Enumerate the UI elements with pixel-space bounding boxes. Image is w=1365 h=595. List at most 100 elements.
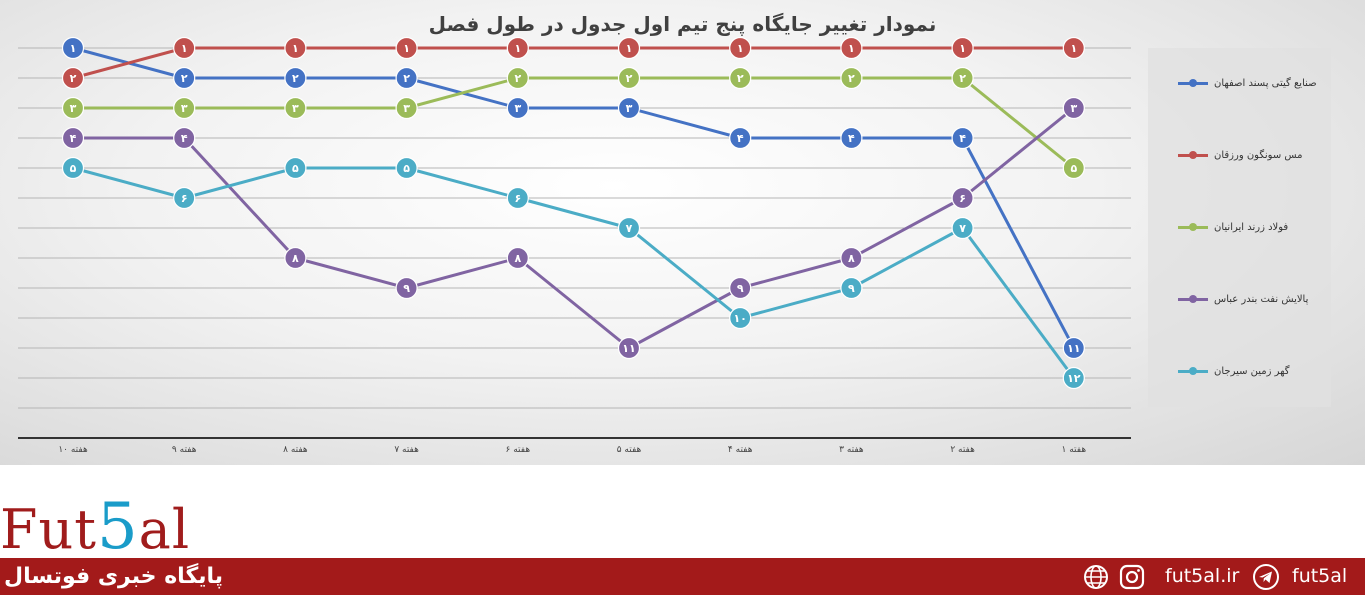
data-point [173,66,196,90]
data-point [173,186,196,210]
data-point [951,186,974,210]
instagram-icon[interactable] [1119,558,1145,595]
data-label: ۱ [292,42,299,55]
data-label: ۵ [70,162,77,175]
telegram-channel[interactable]: fut5al [1292,565,1348,587]
data-point [951,66,974,90]
data-point [1062,156,1085,180]
data-label: ۲ [403,72,410,85]
data-label: ۴ [181,132,188,145]
legend-label: صنایع گیتی پسند اصفهان [1214,77,1317,89]
data-label: ۲ [181,72,188,85]
data-label: ۳ [403,102,410,115]
fut5al-logo: Fut5al [0,490,191,564]
data-label: ۸ [848,252,855,265]
data-point [729,306,752,330]
x-tick-label: هفته ۲ [950,445,975,455]
x-tick-label: هفته ۸ [283,445,308,455]
data-label: ۳ [1070,102,1077,115]
data-point [395,156,418,180]
data-point [729,36,752,60]
data-point [395,276,418,300]
x-tick-label: هفته ۴ [728,445,753,455]
telegram-icon[interactable] [1252,558,1280,595]
data-label: ۵ [403,162,410,175]
data-point [395,36,418,60]
data-point [173,96,196,120]
data-point [284,36,307,60]
data-point [617,36,641,60]
data-label: ۱ [181,42,188,55]
data-label: ۲ [737,72,744,85]
data-label: ۱۱ [622,342,635,355]
data-label: ۲ [848,72,855,85]
data-point [617,66,641,90]
legend-label: مس سونگون ورزقان [1214,149,1303,161]
data-point [284,96,307,120]
data-label: ۹ [737,282,744,295]
data-label: ۹ [848,282,855,295]
data-label: ۷ [959,222,966,235]
legend-swatch [1178,361,1208,381]
data-point [951,216,974,240]
data-point [506,66,529,90]
data-point [840,276,863,300]
x-tick-label: هفته ۱۰ [58,445,88,455]
data-label: ۴ [848,132,855,145]
data-point [61,126,85,150]
legend-label: فولاد زرند ایرانیان [1214,221,1289,233]
data-label: ۶ [181,192,188,205]
data-point [506,246,529,270]
data-point [173,36,196,60]
data-point [729,276,752,300]
data-point [284,156,307,180]
legend-swatch [1178,73,1208,93]
data-label: ۲ [514,72,521,85]
data-label: ۳ [626,102,633,115]
data-point [395,66,418,90]
data-point [1062,366,1085,390]
series-line [72,166,1076,379]
data-label: ۴ [959,132,966,145]
data-point [284,66,307,90]
data-point [61,36,85,60]
data-point [729,126,752,150]
data-label: ۴ [70,132,77,145]
data-point [840,246,863,270]
legend-swatch [1178,217,1208,237]
data-point [1062,336,1085,360]
data-point [840,126,863,150]
data-point [840,36,863,60]
data-point [617,216,641,240]
data-label: ۱ [626,42,633,55]
globe-icon[interactable] [1083,558,1109,595]
data-point [506,186,529,210]
legend-label: پالایش نفت بندر عباس [1214,293,1309,305]
x-tick-label: هفته ۳ [839,445,864,455]
legend-item: پالایش نفت بندر عباس [1178,289,1308,309]
data-label: ۶ [514,192,521,205]
legend-item: فولاد زرند ایرانیان [1178,217,1288,237]
data-point [61,156,85,180]
data-point [506,36,529,60]
x-tick-label: هفته ۹ [172,445,197,455]
data-label: ۱۱ [1067,342,1080,355]
chart-title: نمودار تغییر جایگاه پنج تیم اول جدول در … [428,12,937,36]
data-label: ۳ [181,102,188,115]
data-label: ۱ [514,42,521,55]
data-label: ۹ [403,282,410,295]
series-line [73,106,1075,350]
data-point [1062,96,1085,120]
data-label: ۴ [737,132,744,145]
data-point [506,96,529,120]
chart-area: هفته ۱۰ هفته ۹ هفته ۸ هفته ۷ هفته ۶ هفته ۵ هفت… [0,0,1365,465]
website-link[interactable]: fut5al.ir [1165,565,1240,587]
data-point [284,246,307,270]
chart-legend: صنایع گیتی پسند اصفهان مس سونگون ورزقان فو… [1148,48,1331,407]
series-line [72,46,1076,349]
x-tick-label: هفته ۶ [506,445,531,455]
data-point [617,336,641,360]
data-label: ۸ [514,252,521,265]
data-label: ۸ [292,252,299,265]
series-line [72,46,1074,80]
